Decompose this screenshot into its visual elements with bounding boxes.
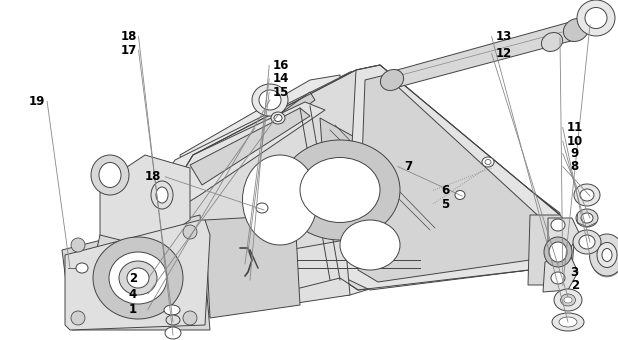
Polygon shape bbox=[92, 235, 135, 288]
Ellipse shape bbox=[71, 311, 85, 325]
Polygon shape bbox=[205, 215, 300, 318]
Text: 7: 7 bbox=[404, 160, 412, 173]
Ellipse shape bbox=[156, 187, 168, 203]
Polygon shape bbox=[543, 255, 578, 292]
Ellipse shape bbox=[549, 242, 567, 262]
Polygon shape bbox=[65, 220, 210, 330]
Polygon shape bbox=[548, 218, 580, 248]
Text: 8: 8 bbox=[570, 160, 579, 173]
Ellipse shape bbox=[559, 317, 577, 327]
Ellipse shape bbox=[166, 315, 180, 325]
Ellipse shape bbox=[591, 239, 618, 277]
Ellipse shape bbox=[71, 238, 85, 252]
Ellipse shape bbox=[256, 203, 268, 213]
Text: 9: 9 bbox=[570, 147, 579, 160]
Ellipse shape bbox=[183, 311, 197, 325]
Text: 15: 15 bbox=[273, 86, 289, 99]
Ellipse shape bbox=[564, 297, 572, 303]
Ellipse shape bbox=[242, 155, 318, 245]
Ellipse shape bbox=[99, 163, 121, 187]
Ellipse shape bbox=[164, 305, 180, 315]
Ellipse shape bbox=[573, 230, 601, 254]
Polygon shape bbox=[180, 75, 340, 185]
Polygon shape bbox=[175, 240, 350, 320]
Text: 17: 17 bbox=[121, 44, 137, 57]
Ellipse shape bbox=[551, 219, 565, 231]
Text: 14: 14 bbox=[273, 72, 289, 85]
Polygon shape bbox=[358, 75, 545, 282]
Text: 2: 2 bbox=[129, 272, 137, 285]
Ellipse shape bbox=[109, 252, 167, 304]
Ellipse shape bbox=[552, 313, 584, 331]
Text: 18: 18 bbox=[121, 30, 137, 43]
Polygon shape bbox=[155, 72, 555, 310]
Ellipse shape bbox=[597, 242, 617, 268]
Polygon shape bbox=[157, 65, 560, 318]
Text: 18: 18 bbox=[145, 170, 161, 183]
Polygon shape bbox=[163, 102, 325, 218]
Ellipse shape bbox=[93, 237, 183, 319]
Text: 12: 12 bbox=[496, 47, 512, 60]
Ellipse shape bbox=[271, 112, 285, 124]
Text: 1: 1 bbox=[129, 303, 137, 316]
Polygon shape bbox=[320, 118, 508, 235]
Ellipse shape bbox=[381, 69, 404, 90]
Polygon shape bbox=[160, 68, 560, 315]
Ellipse shape bbox=[482, 157, 494, 167]
Polygon shape bbox=[190, 108, 310, 185]
Text: 16: 16 bbox=[273, 59, 289, 72]
Ellipse shape bbox=[554, 289, 582, 311]
Polygon shape bbox=[100, 155, 190, 252]
Text: 10: 10 bbox=[567, 135, 583, 148]
Ellipse shape bbox=[119, 261, 157, 295]
Polygon shape bbox=[390, 22, 582, 88]
Ellipse shape bbox=[340, 220, 400, 270]
Ellipse shape bbox=[165, 327, 181, 339]
Ellipse shape bbox=[580, 189, 594, 201]
Ellipse shape bbox=[127, 268, 149, 288]
Ellipse shape bbox=[576, 209, 598, 227]
Ellipse shape bbox=[183, 225, 197, 239]
Text: 4: 4 bbox=[129, 288, 137, 301]
Ellipse shape bbox=[280, 140, 400, 240]
Text: 3: 3 bbox=[570, 266, 579, 278]
Ellipse shape bbox=[602, 249, 612, 261]
Text: 13: 13 bbox=[496, 30, 512, 43]
Ellipse shape bbox=[581, 213, 593, 223]
Polygon shape bbox=[295, 110, 520, 245]
Ellipse shape bbox=[564, 18, 588, 41]
Ellipse shape bbox=[455, 190, 465, 200]
Ellipse shape bbox=[252, 84, 288, 116]
Polygon shape bbox=[528, 215, 575, 285]
Ellipse shape bbox=[541, 33, 562, 51]
Ellipse shape bbox=[274, 115, 282, 121]
Ellipse shape bbox=[585, 7, 607, 29]
Polygon shape bbox=[62, 215, 210, 330]
Ellipse shape bbox=[590, 234, 618, 276]
Ellipse shape bbox=[577, 0, 615, 36]
Ellipse shape bbox=[561, 294, 575, 306]
Ellipse shape bbox=[485, 159, 491, 165]
Polygon shape bbox=[168, 90, 355, 310]
Ellipse shape bbox=[574, 184, 600, 206]
Ellipse shape bbox=[259, 90, 281, 110]
Polygon shape bbox=[345, 65, 560, 290]
Text: 2: 2 bbox=[570, 279, 579, 292]
Polygon shape bbox=[330, 95, 545, 285]
Text: 6: 6 bbox=[441, 184, 449, 197]
Ellipse shape bbox=[551, 272, 565, 284]
Ellipse shape bbox=[151, 181, 173, 209]
Text: 19: 19 bbox=[29, 95, 45, 108]
Polygon shape bbox=[200, 92, 315, 178]
Text: 5: 5 bbox=[441, 198, 449, 210]
Polygon shape bbox=[175, 90, 530, 310]
Ellipse shape bbox=[91, 155, 129, 195]
Text: 11: 11 bbox=[567, 121, 583, 134]
Ellipse shape bbox=[579, 235, 595, 249]
Ellipse shape bbox=[544, 237, 572, 267]
Ellipse shape bbox=[300, 157, 380, 222]
Ellipse shape bbox=[76, 263, 88, 273]
